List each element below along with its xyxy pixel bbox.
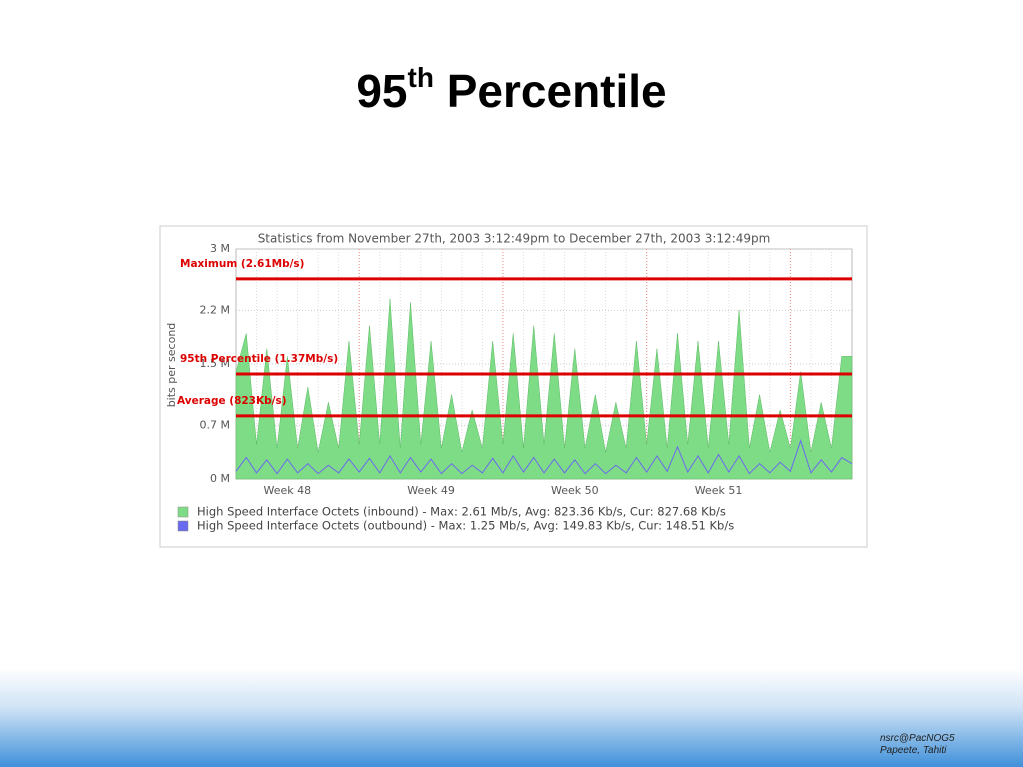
y-axis-label: bits per second: [165, 323, 178, 408]
legend-label: High Speed Interface Octets (inbound) - …: [197, 505, 726, 519]
reference-label: Maximum (2.61Mb/s): [180, 258, 304, 270]
x-tick-label: Week 51: [695, 484, 743, 497]
x-tick-label: Week 50: [551, 484, 599, 497]
reference-label: Average (823Kb/s): [177, 395, 287, 407]
legend-label: High Speed Interface Octets (outbound) -…: [197, 519, 734, 533]
footer: nsrc@PacNOG5 Papeete, Tahiti: [880, 733, 955, 757]
y-tick-label: 2.2 M: [200, 303, 230, 316]
line: [235, 439, 853, 475]
legend-swatch: [177, 520, 189, 532]
area: [235, 298, 853, 480]
title-number: 95: [356, 65, 408, 117]
reference-label: 95th Percentile (1.37Mb/s): [180, 353, 338, 365]
legend-swatch: [177, 506, 189, 518]
footer-line: nsrc@PacNOG5: [880, 733, 955, 744]
chart-title: Statistics from November 27th, 2003 3:12…: [258, 232, 771, 246]
footer-band: [0, 668, 1023, 767]
x-tick-label: Week 48: [264, 484, 312, 497]
y-tick-label: 0.7 M: [200, 418, 230, 431]
slide-title: 95th Percentile: [0, 62, 1023, 118]
title-text: Percentile: [446, 65, 667, 117]
y-tick-label: 3 M: [210, 242, 230, 255]
y-tick-label: 0 M: [210, 472, 230, 485]
y-tick-label: 1.5 M: [200, 357, 230, 370]
x-tick-label: Week 49: [407, 484, 455, 497]
title-suffix: th: [407, 62, 434, 93]
footer-line: Papeete, Tahiti: [880, 745, 947, 756]
